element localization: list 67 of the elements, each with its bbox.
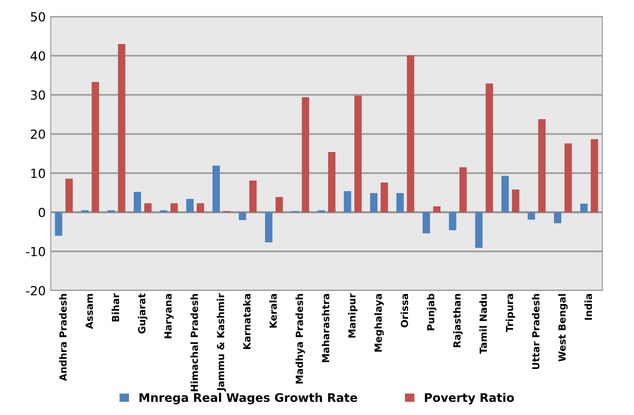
- legend-label: Mnrega Real Wages Growth Rate: [140, 392, 358, 404]
- x-tick-label: West Bengal: [558, 294, 568, 362]
- bar: [501, 176, 509, 212]
- x-tick-label: Rajasthan: [453, 294, 463, 348]
- y-tick-label: 40: [30, 51, 46, 61]
- bar: [276, 196, 283, 212]
- bar: [406, 55, 414, 212]
- bar: [370, 193, 378, 212]
- bar: [396, 193, 404, 212]
- bar: [512, 190, 520, 212]
- bar: [554, 212, 562, 224]
- x-tick-label: Madhya Pradesh: [296, 294, 305, 384]
- bar: [238, 212, 246, 220]
- x-tick-label: Uttar Pradesh: [532, 294, 540, 370]
- bar: [65, 178, 73, 212]
- y-tick-label: -10: [26, 246, 46, 256]
- x-tick-label: India: [584, 294, 592, 320]
- bar: [528, 212, 536, 220]
- bar: [118, 44, 126, 212]
- bar: [380, 182, 388, 212]
- x-tick-label: Jammu & Kashmir: [216, 293, 226, 392]
- x-tick-label: Meghalaya: [374, 294, 384, 352]
- bar: [354, 96, 362, 212]
- legend-label: Poverty Ratio: [424, 392, 514, 404]
- x-tick-label: Bihar: [112, 293, 120, 322]
- x-tick-label: Maharashtra: [322, 294, 330, 362]
- y-tick-label: 50: [30, 12, 46, 22]
- x-tick-label: Punjab: [426, 294, 436, 330]
- x-tick-label: Manipur: [348, 293, 358, 338]
- x-tick-label: Himachal Pradesh: [190, 294, 198, 392]
- y-tick-label: 10: [31, 168, 46, 178]
- bar: [448, 212, 456, 230]
- bar: [144, 203, 152, 212]
- x-tick-label: Tamil Nadu: [479, 294, 487, 354]
- bar: [538, 119, 546, 212]
- bar: [328, 152, 336, 212]
- x-tick-label: Tripura: [506, 294, 516, 332]
- bar: [590, 139, 598, 212]
- x-tick-label: Orissa: [400, 294, 408, 328]
- bar: [196, 203, 204, 212]
- x-tick-label: Kerala: [269, 294, 277, 328]
- bar: [186, 198, 194, 212]
- bar: [134, 192, 142, 212]
- y-tick-label: -20: [26, 286, 46, 296]
- bar: [92, 82, 100, 212]
- bar: [459, 167, 467, 212]
- x-tick-label: Karnataka: [243, 294, 251, 349]
- bar: [564, 143, 572, 212]
- bar: [344, 191, 352, 212]
- x-tick-label: Assam: [86, 294, 93, 330]
- y-tick-label: 20: [30, 129, 46, 139]
- bar: [249, 180, 257, 212]
- bar: [486, 84, 494, 212]
- bar: [422, 212, 430, 234]
- bar: [433, 206, 441, 212]
- x-tick-label: Gujarat: [138, 294, 148, 334]
- y-tick-label: 30: [30, 90, 46, 100]
- x-tick-label: Andhra Pradesh: [59, 294, 67, 382]
- x-tick-label: Haryana: [164, 294, 174, 338]
- bar: [170, 203, 178, 212]
- bar: [265, 212, 272, 242]
- bar: [580, 204, 588, 212]
- bar: [475, 212, 483, 248]
- bar: [212, 166, 220, 212]
- bar: [302, 97, 310, 212]
- bar: [54, 212, 62, 236]
- y-tick-label: 0: [38, 208, 46, 218]
